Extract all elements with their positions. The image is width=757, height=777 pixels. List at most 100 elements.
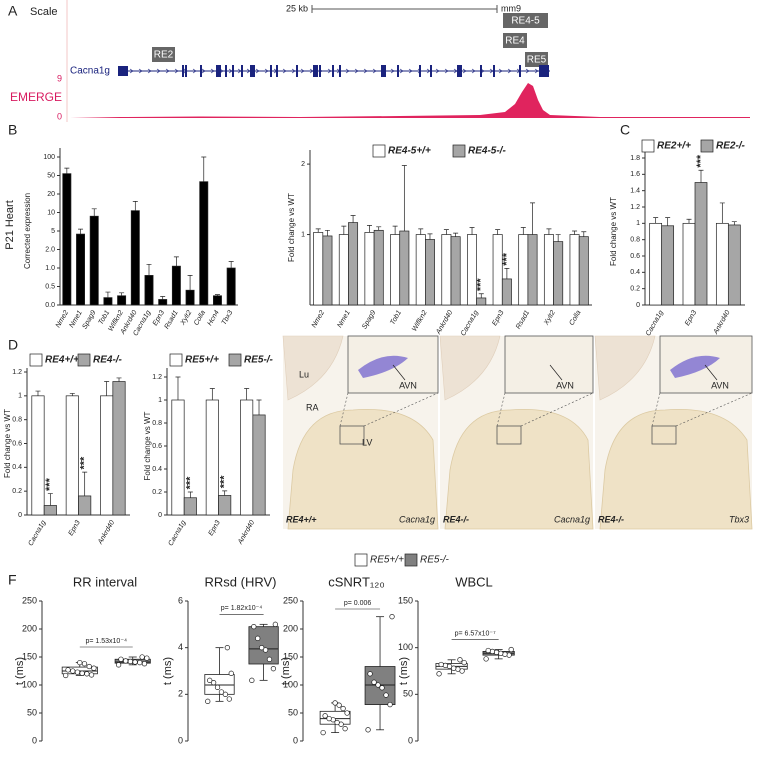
y-tick-label: 50 (27, 707, 37, 717)
error-bar (132, 201, 138, 211)
data-point (139, 654, 145, 660)
stain (358, 355, 408, 378)
bar (185, 289, 195, 306)
error-bar (256, 399, 262, 415)
element-label: RE4-5 (511, 16, 540, 27)
strand-arrow (390, 68, 395, 74)
y-tick-label: 0.4 (630, 269, 640, 276)
bar (415, 234, 426, 306)
data-point (207, 677, 213, 683)
error-bar (69, 393, 75, 396)
inset-label: AVN (711, 380, 729, 390)
bar (322, 235, 333, 306)
data-point (389, 614, 395, 620)
error-bar (209, 388, 215, 400)
probe: Tbx3 (729, 514, 749, 524)
data-point (118, 656, 124, 662)
exon (381, 65, 386, 77)
avn-pointer (392, 364, 406, 381)
legend-label: RE4-/- (93, 355, 123, 366)
bar (553, 241, 564, 306)
significance: *** (695, 154, 707, 168)
inset-guide (496, 392, 594, 427)
data-point (222, 691, 229, 697)
inset-frame (496, 425, 522, 445)
y-tick-label: 200 (283, 623, 298, 633)
y-tick-label: 250 (283, 595, 298, 605)
panel-letter: F (8, 572, 17, 588)
legend-label: RE4-5+/+ (388, 146, 431, 157)
avn-pointer (549, 364, 563, 381)
strand-arrow (156, 68, 161, 74)
error-bar (401, 165, 407, 232)
strand-arrow (525, 68, 530, 74)
data-point (144, 655, 150, 661)
exon (216, 65, 221, 77)
data-point (506, 652, 512, 658)
legend-label: RE2+/+ (657, 141, 691, 152)
data-point (498, 650, 504, 656)
y-tick-label: 100 (283, 679, 298, 689)
legend-swatch (228, 353, 242, 367)
strand-arrow (129, 68, 134, 74)
exon (457, 65, 462, 77)
y-tick-label: 1 (301, 231, 305, 238)
data-point (132, 659, 138, 665)
heart-tissue (444, 409, 594, 530)
exon (493, 65, 495, 77)
bar (62, 173, 72, 306)
y-tick-label: 0.6 (12, 440, 22, 447)
heart-tissue (599, 409, 753, 530)
error-bar (427, 233, 433, 240)
bar (518, 234, 529, 306)
error-bar (530, 202, 536, 235)
y-tick-label: 0.5 (45, 283, 55, 290)
data-point (251, 624, 257, 630)
data-point (91, 665, 97, 671)
inset-label: AVN (556, 380, 574, 390)
bar (313, 232, 324, 306)
data-point (74, 669, 81, 675)
error-bar (119, 292, 125, 296)
data-point (210, 680, 217, 686)
y-axis-label: Fold change vs WT (143, 411, 152, 480)
error-bar (350, 215, 356, 223)
data-point (375, 682, 381, 688)
y-tick-label: 0 (18, 512, 22, 519)
bar (112, 381, 126, 516)
bar (103, 297, 113, 306)
bar (492, 234, 503, 306)
exon (118, 66, 128, 76)
y-tick-label: 100 (43, 154, 55, 161)
y-tick-label: 1 (158, 397, 162, 404)
panel-letter: B (8, 122, 17, 138)
y-axis-label: Fold change vs WT (3, 409, 12, 478)
strand-arrow (327, 68, 332, 74)
genotype: RE4-/- (443, 514, 469, 524)
signal-max: 9 (57, 73, 62, 83)
legend-label: RE5-/- (420, 555, 450, 566)
error-bar (64, 167, 70, 174)
y-tick-label: 200 (22, 623, 37, 633)
data-point (461, 659, 467, 666)
bar (425, 239, 435, 306)
significance: *** (501, 252, 513, 266)
exon (185, 65, 187, 77)
panel-letter: A (8, 3, 18, 19)
bar (183, 497, 197, 516)
y-tick-label: 50 (288, 707, 298, 717)
element-label: RE4 (505, 36, 525, 47)
data-point (88, 672, 95, 678)
exon (270, 65, 272, 77)
error-bar (244, 388, 250, 400)
y-axis-label: t (ms) (162, 657, 174, 685)
data-point (272, 621, 279, 627)
signal-label: EMERGE (10, 90, 62, 104)
p-value: p= 0.006 (344, 600, 372, 607)
y-tick-label: 0.2 (630, 286, 640, 293)
strand-arrow (354, 68, 359, 74)
inset-label: AVN (399, 380, 417, 390)
strand-arrow (462, 68, 467, 74)
exon (232, 65, 234, 77)
error-bar (698, 169, 704, 183)
